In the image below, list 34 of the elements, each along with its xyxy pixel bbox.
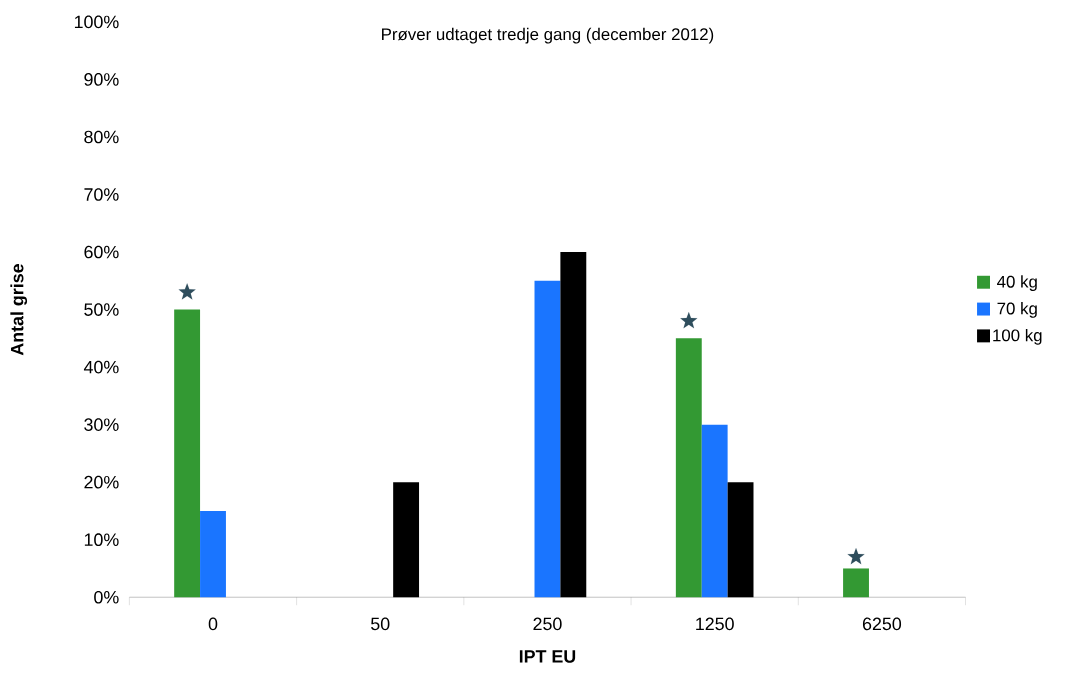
y-tick-label: 70% bbox=[84, 188, 119, 201]
legend-label: 70 kg bbox=[997, 302, 1037, 318]
x-tick-label: 250 bbox=[533, 617, 562, 631]
point bbox=[178, 283, 196, 300]
chart-title: Prøver udtaget tredje gang (december 2012) bbox=[382, 27, 714, 44]
point bbox=[680, 312, 698, 329]
y-tick-label: 40% bbox=[83, 360, 119, 374]
bar bbox=[727, 482, 754, 598]
x-tick-label: 1250 bbox=[696, 617, 734, 631]
y-tick-label: 0% bbox=[94, 590, 119, 604]
legend-label: 40 kg bbox=[997, 275, 1037, 292]
y-tick-label: 80% bbox=[84, 130, 119, 144]
x-tick-label: 0 bbox=[208, 617, 218, 631]
x-axis-title: IPT EU bbox=[519, 650, 576, 663]
y-tick-label: 100% bbox=[74, 15, 119, 29]
bar bbox=[843, 568, 869, 598]
point bbox=[847, 548, 865, 565]
x-tick-label: 50 bbox=[371, 617, 390, 631]
bar bbox=[174, 309, 201, 598]
bar bbox=[701, 424, 728, 598]
y-tick-label: 20% bbox=[84, 475, 119, 489]
bar bbox=[675, 338, 702, 598]
y-tick-label: 10% bbox=[84, 533, 119, 547]
legend-label: 100 kg bbox=[993, 329, 1042, 345]
x-tick-label: 6250 bbox=[862, 617, 902, 631]
y-tick-label: 50% bbox=[84, 303, 119, 316]
bar bbox=[534, 280, 561, 598]
y-axis-title: Antal grise bbox=[10, 264, 28, 356]
y-tick-label: 60% bbox=[84, 245, 119, 259]
bar bbox=[200, 511, 226, 598]
y-tick-label: 90% bbox=[84, 73, 119, 86]
bar bbox=[560, 252, 587, 598]
bar bbox=[393, 482, 420, 598]
y-tick-label: 30% bbox=[84, 418, 119, 432]
